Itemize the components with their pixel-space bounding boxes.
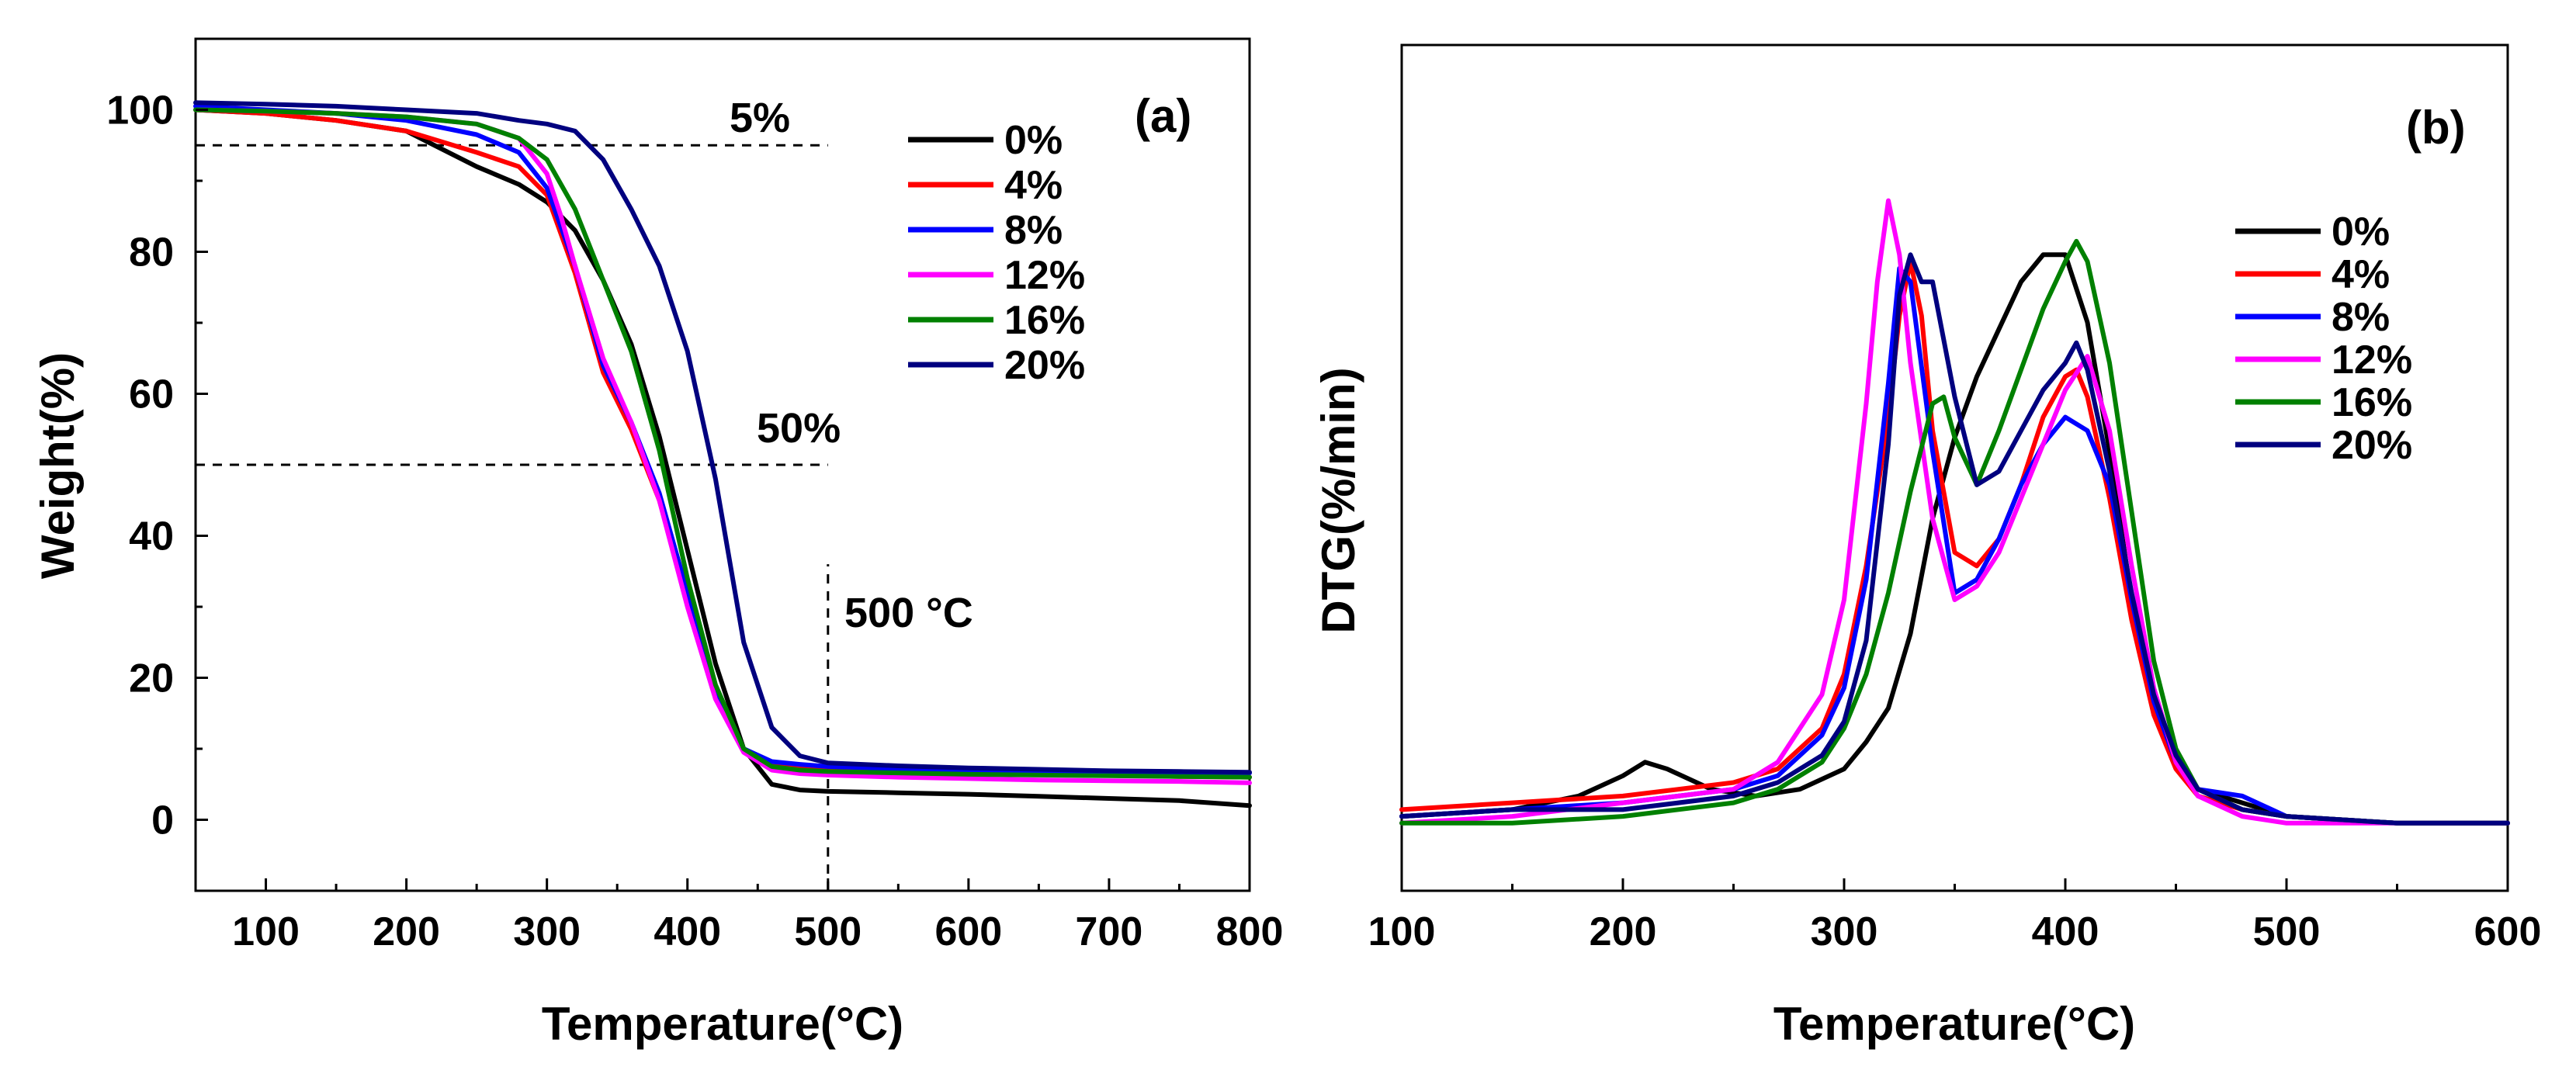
panel-b-x-tick-label: 500 bbox=[2253, 909, 2321, 954]
panel-b-legend-label: 12% bbox=[2332, 338, 2412, 383]
panel-a-label: (a) bbox=[1135, 90, 1191, 142]
panel-b-legend-label: 16% bbox=[2332, 380, 2412, 425]
panel-b-legend-label: 0% bbox=[2332, 210, 2390, 255]
panel-a-x-tick-label: 600 bbox=[934, 909, 1002, 954]
panel-b-y-axis-label: DTG(%/min) bbox=[1312, 367, 1364, 633]
panel-b-legend-label: 8% bbox=[2332, 295, 2390, 340]
panel-a-y-axis-label: Weight(%) bbox=[32, 352, 84, 579]
panel-a-x-tick-label: 700 bbox=[1076, 909, 1143, 954]
panel-b-x-tick-label: 600 bbox=[2474, 909, 2542, 954]
panel-a-x-axis-label: Temperature(°C) bbox=[542, 998, 903, 1050]
annotation-50-percent: 50% bbox=[757, 405, 841, 452]
panel-b-series-12pct bbox=[1399, 198, 2510, 826]
panel-a-legend-label: 0% bbox=[1004, 118, 1063, 163]
panel-a-series-16pct bbox=[193, 107, 1252, 780]
panel-b-series-group bbox=[1399, 198, 2510, 826]
panel-b-frame bbox=[1400, 43, 2509, 892]
panel-a-x-tick-label: 100 bbox=[232, 909, 300, 954]
panel-b-dtg-chart: 100 200 300 400 500 600 (b) 0%4%8%12%16%20% T… bbox=[1312, 43, 2542, 1050]
panel-b-x-tick-label: 200 bbox=[1590, 909, 1657, 954]
panel-a-tga-chart: 100 200 300 400 500 600 700 800 0 20 40 60 80 100 (a)… bbox=[32, 37, 1284, 1050]
panel-a-legend-label: 20% bbox=[1004, 343, 1085, 388]
panel-a-x-tick-label: 800 bbox=[1216, 909, 1284, 954]
panel-b-x-tick-label: 100 bbox=[1368, 909, 1436, 954]
panel-a-series-0pct bbox=[193, 107, 1252, 809]
panel-a-series-4pct bbox=[193, 107, 1252, 780]
panel-a-y-tick-label: 40 bbox=[129, 514, 174, 559]
panel-a-y-tick-label: 60 bbox=[129, 372, 174, 417]
panel-a-legend: 0%4%8%12%16%20% bbox=[908, 118, 1085, 388]
panel-b-x-tick-label: 400 bbox=[2032, 909, 2099, 954]
panel-b-x-axis-label: Temperature(°C) bbox=[1773, 998, 2135, 1050]
panel-a-reference-lines bbox=[196, 144, 830, 891]
panel-b-legend: 0%4%8%12%16%20% bbox=[2235, 210, 2412, 468]
panel-a-series-group bbox=[193, 100, 1252, 809]
panel-a-legend-label: 8% bbox=[1004, 208, 1063, 253]
panel-b-legend-label: 4% bbox=[2332, 252, 2390, 297]
panel-a-series-8pct bbox=[193, 103, 1252, 776]
panel-a-x-tick-label: 400 bbox=[654, 909, 721, 954]
panel-a-ticks: 100 200 300 400 500 600 700 800 0 20 40 60 80 100 bbox=[106, 37, 1284, 954]
panel-a-x-tick-label: 200 bbox=[373, 909, 440, 954]
panel-a-y-tick-label: 80 bbox=[129, 230, 174, 275]
panel-b-series-4pct bbox=[1399, 259, 2510, 826]
panel-a-y-tick-label: 0 bbox=[151, 798, 174, 843]
panel-b-ticks: 100 200 300 400 500 600 bbox=[1368, 878, 2542, 954]
panel-b-series-20pct bbox=[1399, 252, 2510, 826]
annotation-5-percent: 5% bbox=[730, 95, 790, 141]
panel-b-label: (b) bbox=[2406, 102, 2466, 154]
panel-b-legend-label: 20% bbox=[2332, 423, 2412, 468]
panel-a-legend-label: 12% bbox=[1004, 253, 1085, 298]
panel-a-legend-label: 16% bbox=[1004, 298, 1085, 343]
panel-a-x-tick-label: 500 bbox=[794, 909, 862, 954]
panel-a-legend-label: 4% bbox=[1004, 163, 1063, 208]
panel-a-x-tick-label: 300 bbox=[513, 909, 581, 954]
panel-b-x-tick-label: 300 bbox=[1811, 909, 1878, 954]
annotation-500-celsius: 500 °C bbox=[844, 590, 973, 636]
panel-b-series-16pct bbox=[1399, 238, 2510, 826]
panel-a-series-20pct bbox=[193, 100, 1252, 775]
panel-a-y-tick-label: 100 bbox=[106, 88, 174, 133]
panel-a-y-tick-label: 20 bbox=[129, 656, 174, 701]
